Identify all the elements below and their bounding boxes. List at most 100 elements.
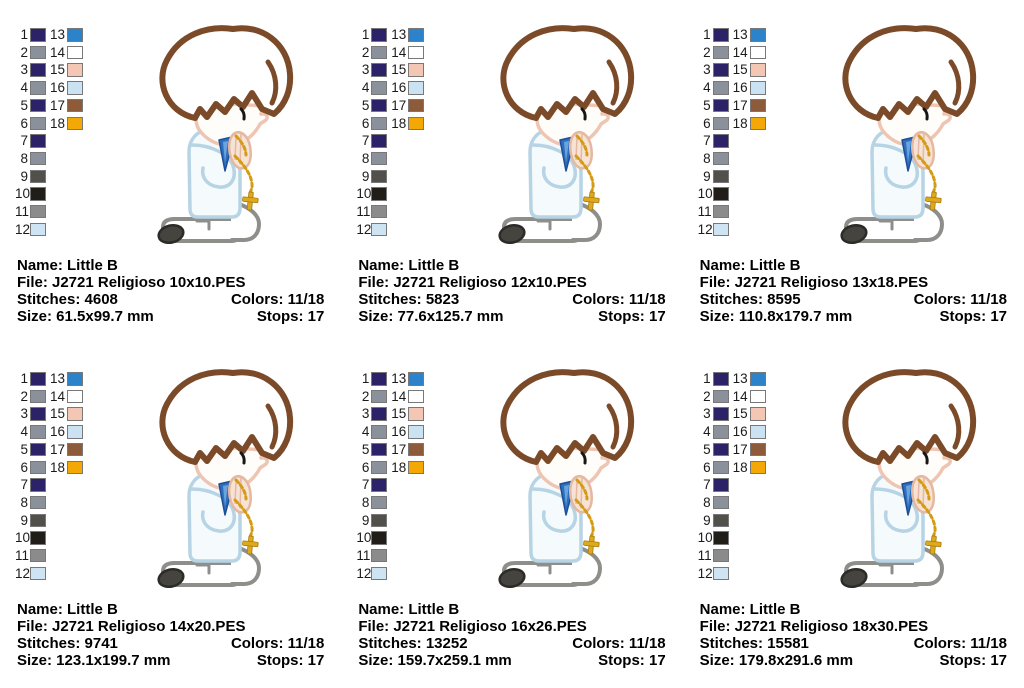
palette-swatch [408, 372, 425, 386]
palette-swatch [67, 460, 83, 475]
palette-number: 13 [732, 371, 748, 387]
palette-number: 1 [20, 371, 28, 387]
palette-number: 11 [15, 203, 30, 219]
palette-swatch [408, 460, 425, 475]
palette-row: 3 15 [356, 405, 425, 423]
palette-number: 6 [20, 115, 28, 131]
details-group [218, 475, 259, 555]
palette-swatch [749, 28, 766, 42]
praying-boy-svg [498, 25, 635, 245]
palette-number: 8 [361, 150, 370, 166]
blue-scapular-highlight [905, 141, 911, 162]
design-file: File: J2721 Religioso 10x10.PES [17, 274, 246, 291]
palette-swatch [408, 442, 425, 457]
palette-number: 17 [49, 97, 65, 113]
palette-number: 16 [732, 424, 748, 440]
hair-inner-line [948, 403, 961, 450]
rosary-chain-over-hand [917, 134, 931, 157]
palette-row: 2 14 [698, 388, 766, 406]
palette-number: 4 [703, 80, 711, 96]
palette-number: 14 [49, 388, 65, 404]
design-panel-13x18: 1 13 2 14 3 15 4 16 5 17 6 18 7 8 9 10 11 12 [683, 0, 1024, 344]
palette-number: 2 [703, 44, 711, 60]
palette-row: 10 [15, 529, 83, 547]
palette-row: 5 17 [15, 97, 83, 115]
praying-boy-figure [488, 24, 669, 247]
palette-swatch [371, 372, 388, 386]
heel-notch [536, 219, 552, 231]
palette-swatch [30, 81, 46, 95]
palette-row: 10 [15, 185, 83, 203]
palette-row: 11 [15, 547, 83, 565]
palette-row: 10 [698, 185, 766, 203]
palette-swatch [371, 28, 388, 42]
palette-number: 18 [49, 115, 65, 131]
palette-swatch [30, 204, 46, 219]
palette-number: 11 [356, 203, 371, 219]
palette-row: 6 18 [356, 458, 425, 476]
palette-swatch [712, 116, 729, 131]
palette-row: 12 [356, 221, 424, 239]
palette-swatch [67, 116, 83, 131]
palette-number: 5 [361, 97, 370, 113]
palette-swatch [749, 460, 766, 475]
palette-row: 2 14 [356, 388, 425, 406]
design-stops: Stops: 17 [598, 308, 666, 325]
palette-row: 8 [698, 494, 766, 512]
palette-swatch [67, 98, 83, 113]
palette-row: 4 16 [356, 423, 425, 441]
palette-number: 14 [732, 388, 748, 404]
palette-row: 2 14 [698, 44, 766, 62]
palette-swatch [67, 389, 83, 404]
palette-number: 11 [356, 547, 371, 563]
palette-number: 5 [20, 441, 28, 457]
palette-swatch [67, 372, 83, 386]
palette-row: 5 17 [698, 97, 766, 115]
palette-swatch [371, 495, 388, 510]
palette-row: 6 18 [698, 114, 766, 132]
rosary-cross [242, 535, 259, 555]
design-stitches: Stitches: 13252 [358, 635, 468, 652]
palette-number: 8 [20, 150, 28, 166]
design-colors: Colors: 11/18 [913, 291, 1007, 308]
palette-number: 4 [361, 424, 370, 440]
palette-swatch [712, 460, 729, 475]
rosary-cross [924, 191, 942, 211]
palette-number: 3 [361, 62, 370, 78]
palette-number: 9 [703, 512, 711, 528]
palette-swatch [408, 116, 425, 131]
palette-number: 12 [697, 565, 713, 581]
palette-row: 8 [15, 150, 83, 168]
design-info: Name: Little B File: J2721 Religioso 14x… [17, 601, 324, 669]
design-info: Name: Little B File: J2721 Religioso 18x… [700, 601, 1007, 669]
rosary-chain [233, 154, 254, 195]
design-colors: Colors: 11/18 [572, 291, 666, 308]
palette-swatch [712, 389, 729, 404]
eye [580, 107, 588, 121]
palette-swatch [30, 169, 46, 184]
palette-number: 15 [391, 406, 407, 422]
palette-swatch [712, 372, 729, 386]
palette-number: 14 [391, 388, 407, 404]
palette-swatch [30, 372, 46, 386]
palette-number: 1 [703, 27, 711, 43]
shoe [498, 223, 526, 245]
shoe [840, 223, 868, 245]
praying-boy-figure [830, 24, 1011, 247]
palette-number: 9 [20, 512, 28, 528]
palette-row: 10 [698, 529, 766, 547]
palette-swatch [408, 63, 425, 77]
palette-number: 5 [703, 97, 711, 113]
design-size: Size: 77.6x125.7 mm [358, 308, 504, 325]
design-info: Name: Little B File: J2721 Religioso 13x… [700, 257, 1007, 325]
hair [500, 25, 635, 121]
palette-row: 12 [698, 221, 766, 239]
palette-row: 6 18 [356, 114, 425, 132]
palette-number: 12 [356, 221, 372, 237]
palette-swatch [408, 389, 425, 404]
rosary-chain-over-hand [575, 134, 589, 157]
palette-swatch [371, 407, 388, 421]
palette-swatch [371, 151, 388, 166]
palette-row: 5 17 [356, 97, 425, 115]
palette-swatch [712, 204, 729, 219]
